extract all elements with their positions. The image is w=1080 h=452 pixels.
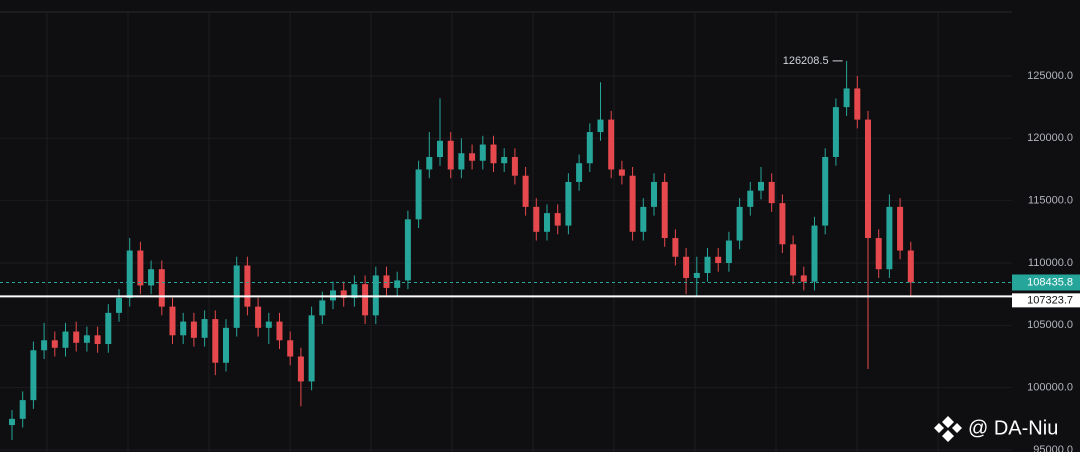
candle-body — [811, 225, 818, 282]
candle-body — [640, 206, 647, 232]
candle-body — [479, 144, 486, 161]
candle-body — [415, 169, 422, 220]
candle-body — [169, 306, 176, 336]
candle-body — [308, 315, 315, 382]
candle-body — [511, 157, 518, 176]
candle-body — [73, 331, 80, 343]
candle-body — [51, 340, 58, 348]
price-line-label: 107323.7 — [1027, 294, 1073, 306]
candle-body — [287, 340, 294, 357]
candle-body — [340, 290, 347, 298]
y-tick-label: 120000.0 — [1027, 132, 1073, 144]
candle-body — [180, 321, 187, 336]
candle-body — [94, 335, 101, 345]
candle-body — [554, 213, 561, 226]
candle-body — [768, 181, 775, 204]
candle-body — [319, 300, 326, 316]
candle-body — [597, 119, 604, 133]
candle-body — [426, 157, 433, 170]
candle-body — [30, 350, 37, 401]
candle-body — [469, 153, 476, 161]
candle-body — [297, 356, 304, 382]
candle-body — [394, 280, 401, 288]
candle-body — [907, 250, 914, 283]
candle-body — [704, 256, 711, 273]
candle-body — [608, 119, 615, 170]
candle-body — [404, 219, 411, 281]
candle-body — [533, 206, 540, 232]
price-line-box — [1012, 293, 1080, 308]
candle-body — [201, 319, 208, 338]
candle-body — [565, 181, 572, 226]
candle-body — [715, 256, 722, 263]
candle-body — [693, 272, 700, 278]
candle-body — [137, 250, 144, 286]
candle-body — [779, 203, 786, 245]
last-price-label: 108435.8 — [1027, 276, 1073, 288]
candle-body — [41, 340, 48, 351]
candle-body — [725, 240, 732, 263]
candle-body — [19, 400, 26, 419]
candle-body — [190, 321, 197, 338]
candle-body — [843, 88, 850, 108]
candle-body — [501, 157, 508, 164]
candle-body — [854, 88, 861, 120]
candle-body — [126, 250, 133, 298]
candle-body — [212, 319, 219, 363]
candle-body — [790, 244, 797, 276]
candle-body — [351, 284, 358, 298]
last-price-box — [1012, 274, 1080, 291]
candle-body — [586, 132, 593, 164]
candle-body — [800, 275, 807, 282]
candle-body — [651, 181, 657, 207]
candle-body — [683, 256, 690, 278]
candle-body — [458, 153, 465, 170]
candle-body — [576, 163, 583, 182]
candle-body — [522, 175, 529, 207]
candle-body — [629, 175, 636, 232]
candle-body — [105, 312, 112, 345]
candle-body — [672, 238, 679, 257]
candle-body — [618, 169, 625, 176]
y-tick-label: 100000.0 — [1027, 382, 1073, 394]
candle-body — [83, 335, 90, 343]
candle-body — [265, 321, 272, 328]
candle-body — [158, 269, 165, 307]
watermark-icon — [934, 416, 962, 442]
candle-body — [747, 190, 754, 207]
candle-body — [383, 275, 390, 288]
candle-body — [437, 140, 443, 158]
candle-body — [362, 284, 369, 316]
candle-body — [62, 331, 69, 348]
candle-body — [116, 297, 122, 313]
candle-body — [865, 119, 871, 239]
candle-body — [736, 206, 743, 241]
candle-body — [832, 107, 839, 158]
candle-body — [661, 181, 668, 239]
candle-body — [9, 418, 15, 426]
y-tick-label: 95000.0 — [1033, 444, 1073, 452]
watermark: @ DA-Niu — [968, 417, 1058, 439]
candle-body — [276, 321, 283, 341]
candle-body — [223, 327, 229, 363]
y-tick-label: 110000.0 — [1028, 257, 1073, 269]
candle-body — [875, 238, 882, 270]
candle-body — [490, 144, 497, 164]
y-tick-label: 125000.0 — [1027, 70, 1073, 82]
candle-body — [897, 206, 904, 251]
candle-body — [544, 213, 550, 232]
candle-body — [244, 265, 251, 307]
candle-body — [255, 306, 262, 328]
candle-body — [758, 181, 764, 191]
candle-body — [822, 157, 829, 226]
candle-body — [886, 206, 893, 270]
candle-body — [148, 269, 155, 286]
high-marker-label: 126208.5 — [783, 55, 829, 67]
candle-body — [447, 140, 454, 170]
y-tick-label: 105000.0 — [1027, 319, 1073, 331]
y-tick-label: 115000.0 — [1028, 195, 1073, 207]
